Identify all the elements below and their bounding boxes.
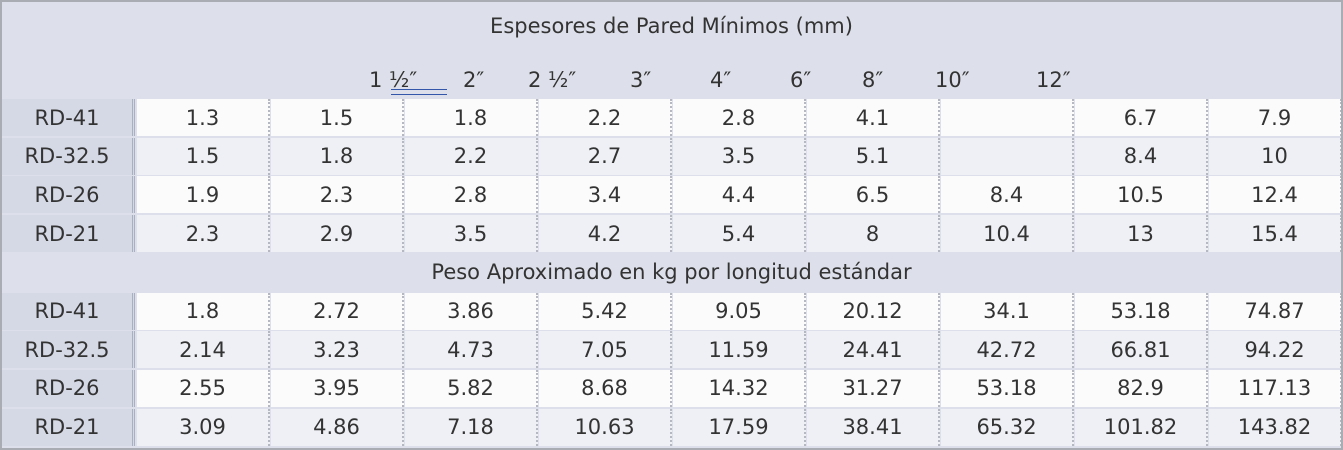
size-header: 12″ (1036, 68, 1071, 92)
value-cell: 74.87 (1209, 292, 1341, 330)
value-cell: 8 (807, 215, 940, 253)
value-cell: 94.22 (1209, 331, 1341, 369)
value-cell: 42.72 (941, 331, 1074, 369)
value-cell: 4.1 (807, 99, 940, 136)
value-cell: 3.86 (405, 292, 538, 330)
value-cell: 12.4 (1209, 176, 1341, 214)
row-label: RD-21 (2, 215, 135, 253)
value-cell: 5.1 (807, 137, 940, 175)
value-cell: 10.63 (539, 408, 672, 446)
size-header: 6″ (790, 68, 812, 92)
value-cell: 2.2 (405, 137, 538, 175)
value-cell: 6.7 (1075, 99, 1208, 136)
value-cell: 17.59 (673, 408, 806, 446)
value-cell: 2.8 (405, 176, 538, 214)
value-cell: 3.5 (405, 215, 538, 253)
value-cell: 2.14 (137, 331, 270, 369)
value-cell: 2.3 (271, 176, 404, 214)
row-label: RD-41 (2, 99, 135, 136)
value-cell: 14.32 (673, 369, 806, 407)
value-cell: 82.9 (1075, 369, 1208, 407)
value-cell: 1.9 (137, 176, 270, 214)
value-cell: 8.4 (941, 176, 1074, 214)
value-cell: 117.13 (1209, 369, 1341, 407)
value-cell: 13 (1075, 215, 1208, 253)
value-cell: 3.4 (539, 176, 672, 214)
value-cell: 3.5 (673, 137, 806, 175)
value-cell: 2.9 (271, 215, 404, 253)
value-cell: 10.4 (941, 215, 1074, 253)
value-cell: 1.8 (405, 99, 538, 136)
value-cell: 3.23 (271, 331, 404, 369)
size-header: 1 ½″ (369, 68, 418, 92)
value-cell: 7.18 (405, 408, 538, 446)
value-cell: 9.05 (673, 292, 806, 330)
value-cell: 38.41 (807, 408, 940, 446)
value-cell: 4.86 (271, 408, 404, 446)
value-cell: 1.5 (271, 99, 404, 136)
value-cell: 2.55 (137, 369, 270, 407)
row-label: RD-41 (2, 292, 135, 330)
value-cell: 2.8 (673, 99, 806, 136)
value-cell: 101.82 (1075, 408, 1208, 446)
value-cell: 65.32 (941, 408, 1074, 446)
value-cell: 2.3 (137, 215, 270, 253)
size-header: 8″ (862, 68, 884, 92)
value-cell: 143.82 (1209, 408, 1341, 446)
value-cell: 8.68 (539, 369, 672, 407)
row-label: RD-32.5 (2, 331, 135, 369)
value-cell: 66.81 (1075, 331, 1208, 369)
value-cell: 10.5 (1075, 176, 1208, 214)
row-label: RD-26 (2, 176, 135, 214)
value-cell: 8.4 (1075, 137, 1208, 175)
value-cell: 53.18 (1075, 292, 1208, 330)
value-cell: 6.5 (807, 176, 940, 214)
size-header: 2 ½″ (528, 68, 577, 92)
table-title: Espesores de Pared Mínimos (mm) (490, 14, 853, 38)
value-cell: 7.9 (1209, 99, 1341, 136)
value-cell: 2.72 (271, 292, 404, 330)
size-header: 3″ (630, 68, 652, 92)
value-cell: 4.2 (539, 215, 672, 253)
value-cell: 20.12 (807, 292, 940, 330)
value-cell: 5.42 (539, 292, 672, 330)
value-cell: 1.8 (137, 292, 270, 330)
size-header: 4″ (710, 68, 732, 92)
value-cell: 4.4 (673, 176, 806, 214)
value-cell (941, 137, 1074, 175)
value-cell: 4.73 (405, 331, 538, 369)
value-cell: 31.27 (807, 369, 940, 407)
value-cell: 5.82 (405, 369, 538, 407)
value-cell: 1.8 (271, 137, 404, 175)
value-cell: 7.05 (539, 331, 672, 369)
value-cell: 1.3 (137, 99, 270, 136)
value-cell: 2.2 (539, 99, 672, 136)
value-cell: 1.5 (137, 137, 270, 175)
value-cell: 5.4 (673, 215, 806, 253)
value-cell: 11.59 (673, 331, 806, 369)
row-label: RD-26 (2, 369, 135, 407)
row-label: RD-32.5 (2, 137, 135, 175)
value-cell: 3.09 (137, 408, 270, 446)
underline-decoration (391, 89, 447, 95)
section-title: Peso Aproximado en kg por longitud están… (431, 260, 912, 285)
value-cell: 2.7 (539, 137, 672, 175)
value-cell (941, 99, 1074, 136)
size-header: 2″ (463, 68, 485, 92)
value-cell: 10 (1209, 137, 1341, 175)
value-cell: 3.95 (271, 369, 404, 407)
size-header: 10″ (935, 68, 970, 92)
value-cell: 15.4 (1209, 215, 1341, 253)
value-cell: 53.18 (941, 369, 1074, 407)
value-cell: 24.41 (807, 331, 940, 369)
value-cell: 34.1 (941, 292, 1074, 330)
row-label: RD-21 (2, 408, 135, 446)
